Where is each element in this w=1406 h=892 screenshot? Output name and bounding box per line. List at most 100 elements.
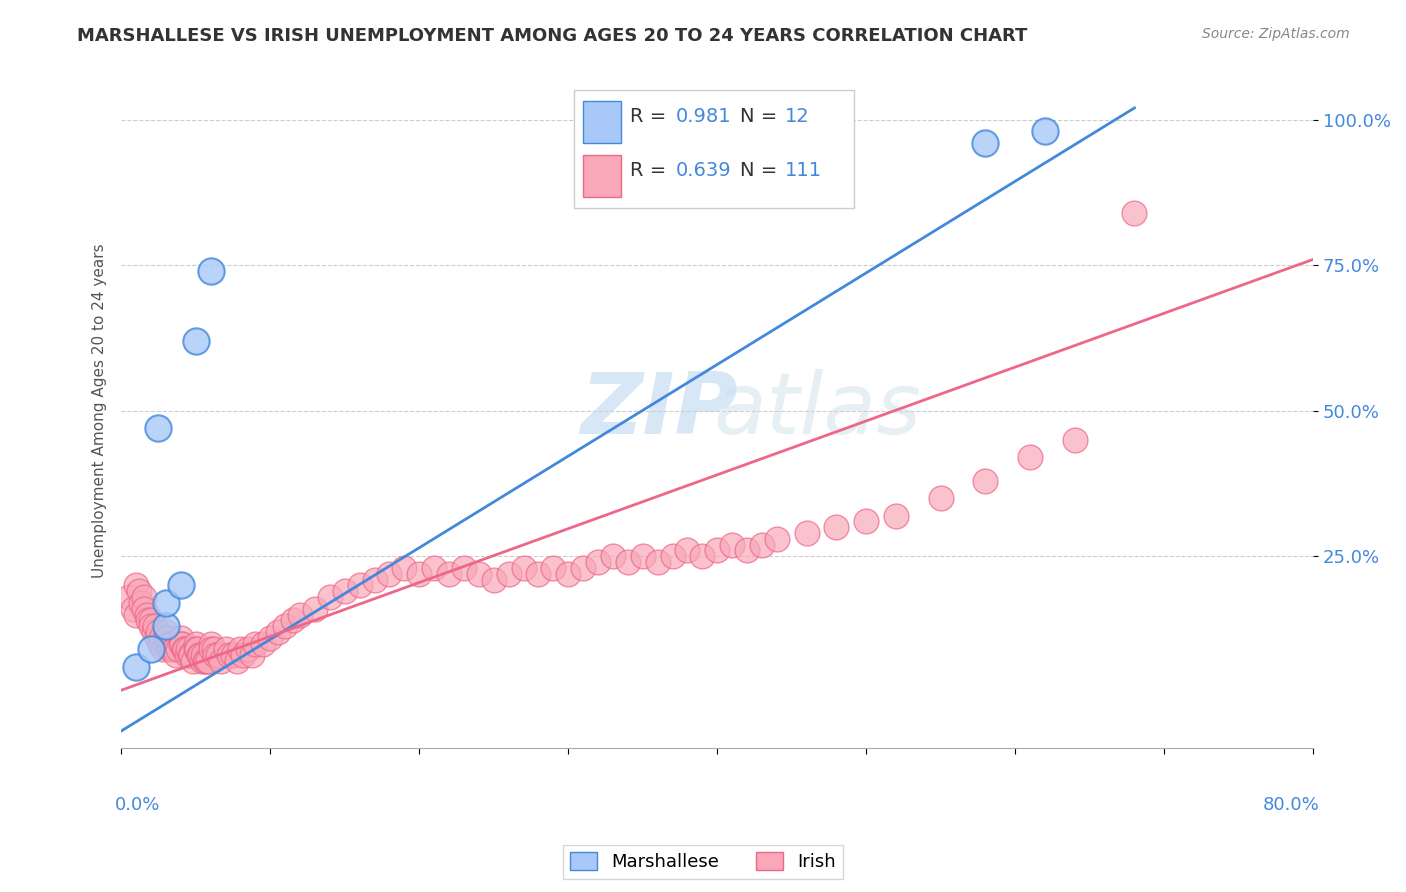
Point — [751, 538, 773, 552]
Text: 12: 12 — [785, 107, 810, 126]
Point — [157, 637, 180, 651]
Point — [274, 619, 297, 633]
Text: 0.0%: 0.0% — [115, 796, 160, 814]
Point — [139, 642, 162, 657]
Point — [512, 561, 534, 575]
Point — [498, 566, 520, 581]
Point — [148, 625, 170, 640]
Point — [319, 590, 342, 604]
Text: N =: N = — [740, 161, 783, 180]
Point — [706, 153, 728, 168]
Point — [1123, 205, 1146, 219]
Point — [139, 613, 162, 627]
Point — [617, 555, 640, 569]
Text: N =: N = — [740, 107, 783, 126]
FancyBboxPatch shape — [582, 154, 620, 196]
Point — [162, 642, 184, 657]
Point — [796, 526, 818, 541]
Point — [706, 543, 728, 558]
Point — [378, 566, 401, 581]
Point — [149, 637, 172, 651]
Text: MARSHALLESE VS IRISH UNEMPLOYMENT AMONG AGES 20 TO 24 YEARS CORRELATION CHART: MARSHALLESE VS IRISH UNEMPLOYMENT AMONG … — [77, 27, 1028, 45]
Point — [692, 549, 714, 564]
Point — [676, 543, 699, 558]
Point — [155, 596, 177, 610]
FancyBboxPatch shape — [574, 90, 855, 208]
Point — [172, 637, 194, 651]
Point — [166, 642, 188, 657]
Point — [218, 648, 240, 663]
Point — [200, 264, 222, 278]
Point — [266, 625, 288, 640]
Point — [209, 654, 232, 668]
Point — [125, 578, 148, 592]
Point — [170, 631, 193, 645]
Point — [174, 642, 197, 657]
Point — [240, 648, 263, 663]
Point — [125, 607, 148, 622]
Point — [586, 555, 609, 569]
Point — [214, 642, 236, 657]
Point — [453, 561, 475, 575]
Point — [252, 637, 274, 651]
Point — [181, 654, 204, 668]
Point — [974, 474, 997, 488]
Point — [423, 561, 446, 575]
Point — [202, 642, 225, 657]
Point — [155, 619, 177, 633]
Point — [204, 648, 226, 663]
Point — [170, 637, 193, 651]
Point — [281, 613, 304, 627]
Point — [572, 561, 595, 575]
Point — [186, 642, 208, 657]
Point — [150, 631, 173, 645]
Point — [155, 637, 177, 651]
Point — [766, 532, 789, 546]
Point — [132, 601, 155, 615]
Point — [394, 561, 416, 575]
Point — [122, 601, 145, 615]
Point — [176, 648, 198, 663]
Point — [188, 648, 211, 663]
Point — [527, 566, 550, 581]
Point — [184, 334, 207, 348]
Point — [159, 642, 181, 657]
Point — [197, 654, 219, 668]
Point — [200, 642, 222, 657]
Point — [184, 637, 207, 651]
Point — [173, 642, 195, 657]
Point — [180, 648, 202, 663]
Point — [129, 596, 152, 610]
Point — [825, 520, 848, 534]
Point — [193, 648, 215, 663]
Point — [543, 561, 565, 575]
Point — [156, 631, 179, 645]
Point — [245, 637, 267, 651]
Text: 80.0%: 80.0% — [1263, 796, 1319, 814]
Text: Source: ZipAtlas.com: Source: ZipAtlas.com — [1202, 27, 1350, 41]
Text: 0.981: 0.981 — [675, 107, 731, 126]
Point — [152, 642, 174, 657]
Point — [1019, 450, 1042, 465]
Point — [132, 590, 155, 604]
Point — [602, 182, 624, 196]
Point — [226, 654, 249, 668]
Point — [207, 648, 229, 663]
Point — [143, 625, 166, 640]
Point — [229, 642, 252, 657]
Point — [160, 637, 183, 651]
Point — [602, 549, 624, 564]
Point — [170, 578, 193, 592]
Point — [179, 648, 201, 663]
Point — [128, 584, 150, 599]
Point — [125, 660, 148, 674]
Point — [200, 637, 222, 651]
Point — [304, 601, 326, 615]
Point — [194, 654, 217, 668]
Point — [661, 549, 683, 564]
Point — [288, 607, 311, 622]
Point — [974, 136, 997, 150]
Text: ZIP: ZIP — [581, 369, 738, 452]
Point — [735, 543, 758, 558]
Point — [408, 566, 430, 581]
